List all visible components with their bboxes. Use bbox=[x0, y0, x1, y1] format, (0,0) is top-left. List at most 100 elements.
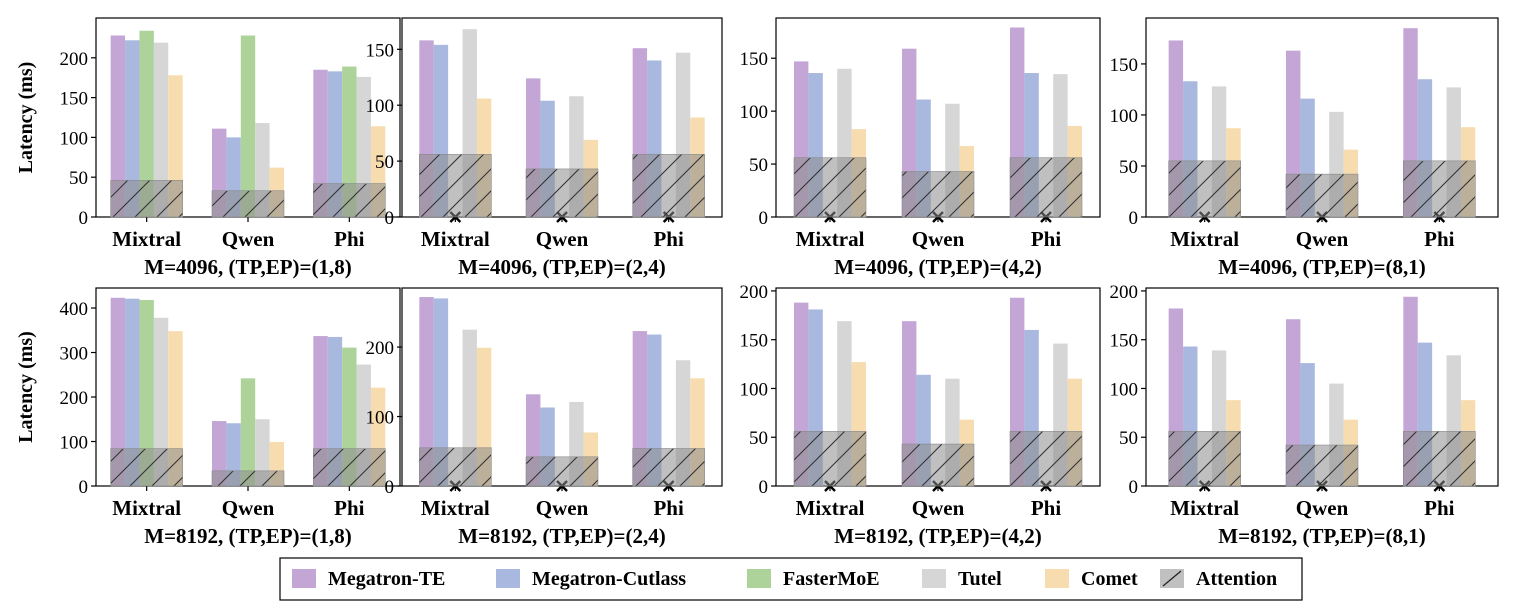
attention-hatch bbox=[211, 190, 285, 218]
category-label: Phi bbox=[1031, 496, 1062, 520]
attention-hatch bbox=[1403, 431, 1476, 487]
bar bbox=[226, 423, 241, 486]
panel-6: 0 100 200 Mixtral Qwen Phi M=8192, (TP,EP)=(2,… bbox=[366, 287, 723, 548]
category-label: Mixtral bbox=[796, 227, 865, 251]
bar bbox=[647, 334, 662, 486]
panel-4: 0 50 100 150 Mixtral Qwen Phi M=4096, (TP,EP)=(… bbox=[1110, 17, 1499, 279]
legend-frame bbox=[279, 557, 1303, 601]
legend-label: Tutel bbox=[958, 568, 1002, 590]
category-label: Mixtral bbox=[1170, 496, 1239, 520]
y-tick-label: 150 bbox=[740, 331, 769, 352]
legend-label: Comet bbox=[1081, 568, 1138, 590]
y-tick-label: 150 bbox=[1110, 55, 1139, 76]
legend-swatch bbox=[922, 569, 946, 588]
attention-hatch bbox=[793, 431, 867, 487]
category-label: Qwen bbox=[1296, 496, 1349, 520]
x-axis-label: M=4096, (TP,EP)=(1,8) bbox=[144, 255, 351, 279]
attention-hatch bbox=[1009, 157, 1083, 218]
panel-8: 0 50 100 150 200 Mixtral Qwen Phi M=8192, (TP,EP… bbox=[1110, 282, 1499, 548]
bar bbox=[153, 317, 169, 486]
bar bbox=[168, 331, 183, 486]
bar bbox=[139, 30, 154, 218]
attention-hatch bbox=[793, 157, 867, 218]
legend-swatch bbox=[496, 569, 520, 588]
panel-5: 0 100 200 300 400 Latency (ms) Mixtral Qwen Phi M… bbox=[15, 287, 401, 548]
category-label: Phi bbox=[653, 496, 684, 520]
attention-hatch bbox=[419, 154, 492, 218]
y-tick-label: 150 bbox=[740, 49, 769, 70]
legend-label: FasterMoE bbox=[783, 568, 880, 590]
bar bbox=[110, 297, 126, 486]
x-axis-label: M=4096, (TP,EP)=(2,4) bbox=[458, 255, 665, 279]
attention-hatch bbox=[110, 448, 183, 487]
panel-2: 0 50 100 150 Mixtral Qwen Phi M=4096, (TP,EP)=(… bbox=[366, 17, 723, 279]
y-tick-label: 0 bbox=[79, 477, 89, 498]
bar bbox=[139, 300, 154, 486]
legend-label: Megatron-TE bbox=[328, 568, 445, 590]
attention-hatch bbox=[632, 448, 705, 487]
y-tick-label: 50 bbox=[375, 152, 394, 173]
x-axis-label: M=8192, (TP,EP)=(2,4) bbox=[458, 524, 665, 548]
y-tick-label: 50 bbox=[69, 168, 88, 189]
category-label: Qwen bbox=[1296, 227, 1349, 251]
y-tick-label: 150 bbox=[1110, 331, 1139, 352]
attention-hatch bbox=[211, 470, 285, 487]
y-tick-label: 50 bbox=[749, 155, 768, 176]
y-tick-label: 200 bbox=[366, 338, 395, 359]
y-tick-label: 150 bbox=[60, 89, 89, 110]
x-axis-label: M=8192, (TP,EP)=(4,2) bbox=[834, 524, 1041, 548]
category-label: Mixtral bbox=[796, 496, 865, 520]
bar bbox=[462, 329, 477, 486]
y-tick-label: 50 bbox=[749, 428, 768, 449]
category-label: Mixtral bbox=[112, 496, 181, 520]
legend-label: Attention bbox=[1196, 568, 1277, 590]
category-label: Mixtral bbox=[1170, 227, 1239, 251]
y-axis-label: Latency (ms) bbox=[15, 331, 37, 443]
category-label: Qwen bbox=[536, 227, 589, 251]
bar bbox=[110, 35, 126, 218]
bar bbox=[632, 331, 648, 486]
x-axis-label: M=8192, (TP,EP)=(1,8) bbox=[144, 524, 351, 548]
bar bbox=[153, 42, 169, 218]
y-tick-label: 100 bbox=[60, 128, 89, 149]
y-tick-label: 100 bbox=[366, 408, 395, 429]
bar bbox=[356, 76, 371, 218]
bar bbox=[433, 298, 449, 486]
category-label: Phi bbox=[653, 227, 684, 251]
y-tick-label: 200 bbox=[60, 49, 89, 70]
y-tick-label: 100 bbox=[740, 102, 769, 123]
y-tick-label: 150 bbox=[366, 40, 395, 61]
category-label: Qwen bbox=[912, 496, 965, 520]
y-tick-label: 0 bbox=[1129, 208, 1139, 229]
panel-7: 0 50 100 150 200 Mixtral Qwen Phi M=8192, (TP,EP… bbox=[740, 282, 1101, 548]
legend-label: Megatron-Cutlass bbox=[532, 568, 686, 590]
legend: Megatron-TE Megatron-Cutlass FasterMoE Tute… bbox=[279, 557, 1303, 601]
y-tick-label: 100 bbox=[1110, 106, 1139, 127]
y-tick-label: 100 bbox=[366, 96, 395, 117]
bar bbox=[212, 421, 227, 486]
y-tick-label: 50 bbox=[1119, 428, 1138, 449]
y-tick-label: 200 bbox=[60, 388, 89, 409]
x-axis-label: M=4096, (TP,EP)=(4,2) bbox=[834, 255, 1041, 279]
attention-hatch bbox=[901, 171, 975, 218]
attention-hatch bbox=[313, 448, 386, 487]
legend-swatch bbox=[747, 569, 771, 588]
category-label: Mixtral bbox=[421, 227, 490, 251]
y-tick-label: 0 bbox=[1129, 477, 1139, 498]
bar bbox=[327, 71, 343, 217]
category-label: Mixtral bbox=[112, 227, 181, 251]
y-tick-label: 100 bbox=[1110, 379, 1139, 400]
category-label: Phi bbox=[334, 227, 365, 251]
panels: 0 50 100 150 200 Latency (ms) Mixtral Qwen Phi M=… bbox=[15, 17, 1499, 548]
attention-hatch bbox=[1009, 431, 1083, 487]
category-label: Phi bbox=[334, 496, 365, 520]
bar bbox=[240, 35, 256, 218]
bar bbox=[255, 419, 270, 486]
attention-hatch bbox=[525, 456, 599, 487]
attention-hatch bbox=[110, 180, 183, 218]
y-tick-label: 200 bbox=[740, 282, 769, 303]
attention-hatch bbox=[1168, 160, 1241, 218]
bar bbox=[342, 66, 357, 217]
panel-3: 0 50 100 150 Mixtral Qwen Phi M=4096, (TP,EP)=(… bbox=[740, 17, 1101, 279]
y-tick-label: 0 bbox=[759, 477, 769, 498]
